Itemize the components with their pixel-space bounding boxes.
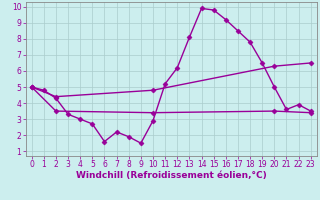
X-axis label: Windchill (Refroidissement éolien,°C): Windchill (Refroidissement éolien,°C) [76, 171, 267, 180]
